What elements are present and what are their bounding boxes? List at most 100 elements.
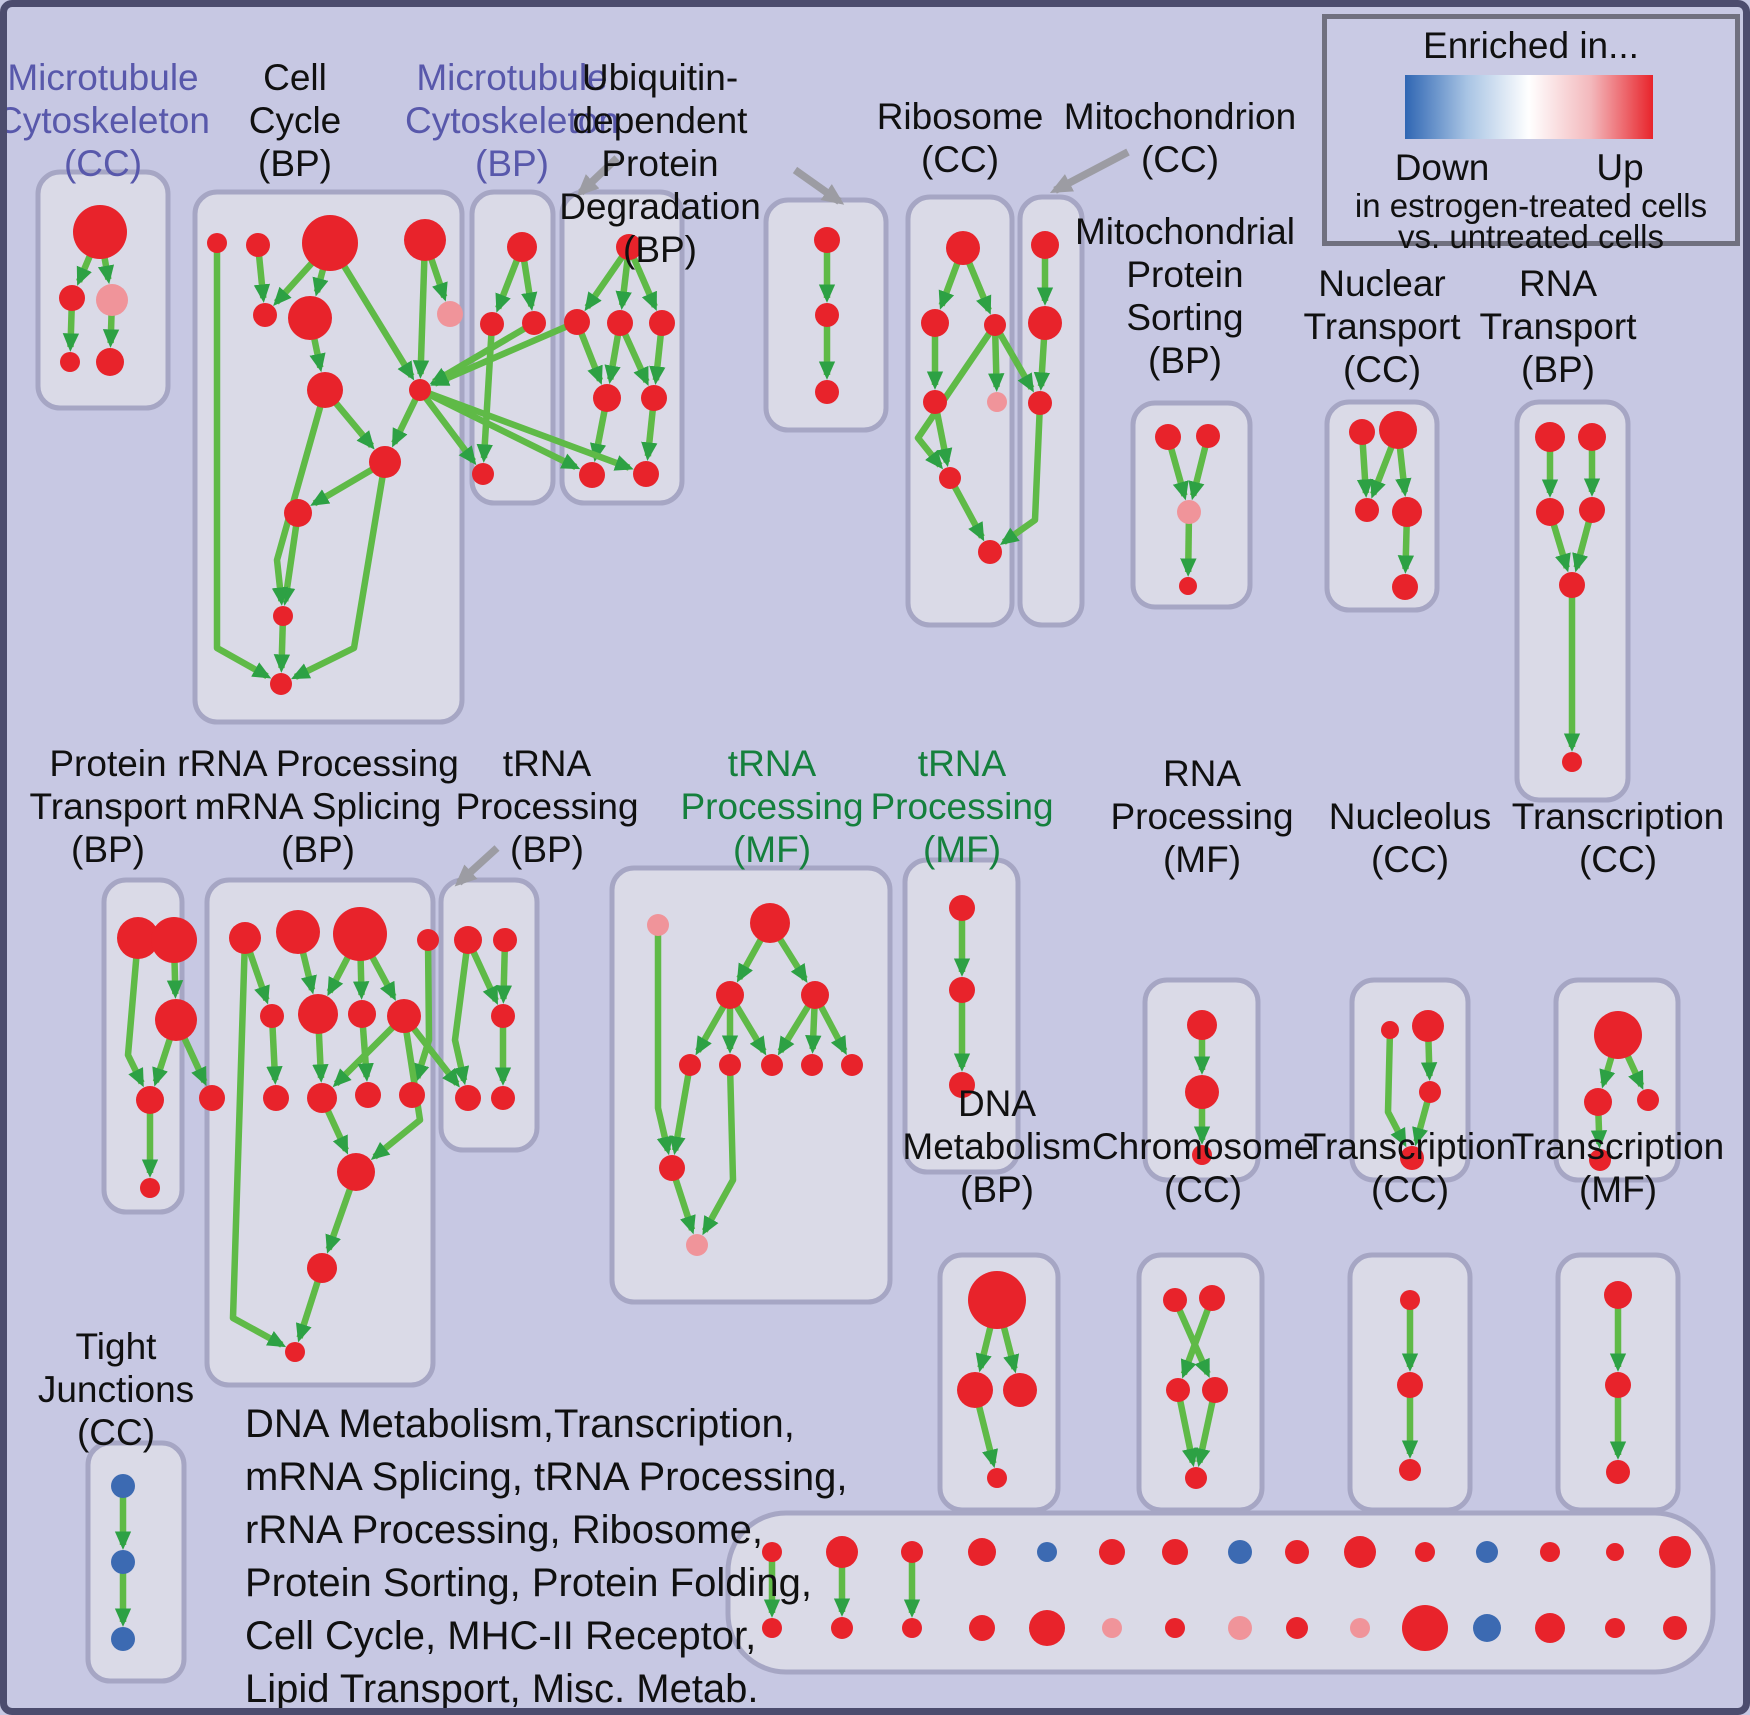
gene-node xyxy=(1606,1543,1624,1561)
edge-arrow xyxy=(669,1064,694,1156)
category-box-pt xyxy=(101,877,185,1215)
label-pointer-arrow xyxy=(454,845,500,887)
gene-node xyxy=(593,384,621,412)
legend-down-label: Down xyxy=(1394,147,1490,188)
gene-node xyxy=(1381,1021,1399,1039)
gene-node xyxy=(1399,1459,1421,1481)
gene-node xyxy=(454,926,482,954)
gene-node xyxy=(1663,1616,1687,1640)
gene-node xyxy=(968,1538,996,1566)
gene-node xyxy=(1003,1373,1037,1407)
gene-node xyxy=(1419,1081,1441,1103)
gene-node xyxy=(750,903,790,943)
gene-node xyxy=(302,215,358,271)
gene-node xyxy=(1185,1075,1219,1109)
label-rrna-mrna-bp: rRNA Processing mRNA Splicing (BP) xyxy=(177,743,459,870)
legend-title: Enriched in... xyxy=(1423,25,1639,66)
gene-node xyxy=(1102,1618,1122,1638)
gene-node xyxy=(491,1004,515,1028)
gene-node xyxy=(1177,500,1201,524)
label-ubiquitin-degradation-bp: Ubiquitin- dependent Protein Degradation… xyxy=(559,57,761,270)
gene-nodes xyxy=(59,205,1691,1651)
gene-node xyxy=(957,1372,993,1408)
edge-arrow xyxy=(914,323,998,470)
edge-arrow xyxy=(430,319,579,387)
gene-node xyxy=(1659,1536,1691,1568)
gene-node xyxy=(1028,306,1062,340)
legend-subtitle-1: in estrogen-treated cells xyxy=(1354,187,1708,224)
gene-node xyxy=(270,673,292,695)
gene-node xyxy=(649,310,675,336)
edge-arrow xyxy=(451,939,472,1086)
gene-node xyxy=(263,1085,289,1111)
gene-node xyxy=(96,348,124,376)
gene-node xyxy=(633,461,659,487)
gene-node xyxy=(1228,1616,1252,1640)
gene-node xyxy=(1228,1540,1252,1564)
gene-node xyxy=(978,540,1002,564)
gene-node xyxy=(437,301,463,327)
gene-node xyxy=(1606,1460,1630,1484)
gene-node xyxy=(348,1000,376,1028)
gene-node xyxy=(96,284,128,316)
gene-node xyxy=(1187,1010,1217,1040)
gene-node xyxy=(1199,1285,1225,1311)
gene-node xyxy=(276,910,320,954)
label-mito-protein-sorting-bp: Mitochondrial Protein Sorting (BP) xyxy=(1074,211,1296,381)
gene-node xyxy=(1535,1613,1565,1643)
gene-node xyxy=(1379,411,1417,449)
gene-node xyxy=(355,1082,381,1108)
gene-node xyxy=(987,392,1007,412)
label-cell-cycle-bp: Cell Cycle (BP) xyxy=(248,57,342,184)
gene-node xyxy=(1415,1542,1435,1562)
category-box-chr xyxy=(1136,1252,1265,1513)
gene-node xyxy=(801,1054,823,1076)
label-pointer-arrows xyxy=(454,148,1130,887)
gene-node xyxy=(1589,1149,1611,1171)
gene-node xyxy=(686,1234,708,1256)
gene-node xyxy=(1355,498,1379,522)
gene-node xyxy=(921,309,949,337)
edge-arrow xyxy=(271,389,329,606)
label-rna-processing-mf: RNA Processing (MF) xyxy=(1110,753,1294,880)
edge-arrow xyxy=(429,320,536,385)
gene-node xyxy=(719,1054,741,1076)
gene-node xyxy=(1099,1539,1125,1565)
label-protein-transport-bp: Protein Transport (BP) xyxy=(29,743,187,870)
gene-node xyxy=(831,1617,853,1639)
gene-node xyxy=(1397,1372,1423,1398)
gene-node xyxy=(679,1054,701,1076)
gene-node xyxy=(902,1618,922,1638)
gene-node xyxy=(841,1054,863,1076)
gene-node xyxy=(1637,1089,1659,1111)
gene-node xyxy=(111,1627,135,1651)
gene-node xyxy=(1605,1618,1625,1638)
gene-node xyxy=(969,1615,995,1641)
gene-node xyxy=(1476,1541,1498,1563)
gene-node xyxy=(641,385,667,411)
gene-node xyxy=(1185,1467,1207,1489)
gene-node xyxy=(1179,577,1197,595)
gene-node xyxy=(762,1618,782,1638)
label-trna-processing-mf-2: tRNA Processing (MF) xyxy=(870,743,1054,870)
edge-arrow xyxy=(213,243,272,679)
edge-arrow xyxy=(1172,1298,1211,1379)
gene-node xyxy=(199,1085,225,1111)
gene-node xyxy=(1029,1610,1065,1646)
gene-node xyxy=(507,232,537,262)
gene-node xyxy=(716,981,744,1009)
gene-node xyxy=(939,467,961,489)
gene-node xyxy=(1392,497,1422,527)
edge-arrow xyxy=(290,461,389,680)
gene-node xyxy=(246,233,270,257)
gene-node xyxy=(1605,1372,1631,1398)
gene-node xyxy=(647,914,669,936)
gene-node xyxy=(369,446,401,478)
gene-node xyxy=(607,310,633,336)
gene-node xyxy=(1155,424,1181,450)
gene-node xyxy=(522,311,546,335)
label-chromosome-cc: Chromosome (CC) xyxy=(1091,1126,1315,1210)
gene-node xyxy=(284,499,312,527)
gene-node xyxy=(1402,1605,1448,1651)
legend: Enriched in... Down Up in estrogen-treat… xyxy=(1322,14,1740,255)
